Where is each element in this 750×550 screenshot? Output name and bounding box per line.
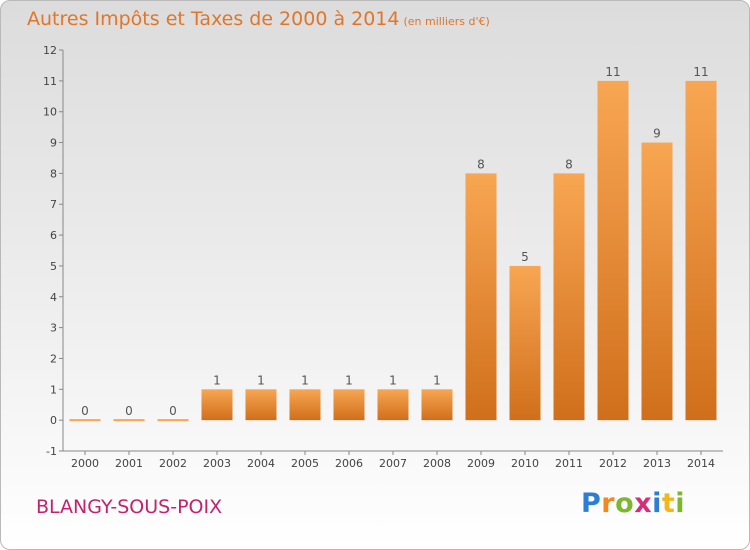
bar xyxy=(597,80,629,421)
bar xyxy=(245,389,277,421)
x-tick-label: 2000 xyxy=(71,457,99,470)
bar xyxy=(553,173,585,421)
bar xyxy=(289,389,321,421)
x-tick-label: 2012 xyxy=(599,457,627,470)
y-tick-label: 12 xyxy=(43,44,57,57)
chart-subtitle: (en milliers d'€) xyxy=(403,15,490,28)
logo-letter: P xyxy=(581,488,602,519)
x-tick-label: 2011 xyxy=(555,457,583,470)
bar-value-label: 5 xyxy=(521,250,529,264)
bar-value-label: 9 xyxy=(653,127,661,141)
x-tick-label: 2008 xyxy=(423,457,451,470)
chart-title: Autres Impôts et Taxes de 2000 à 2014 xyxy=(27,8,400,30)
y-tick-label: 9 xyxy=(50,137,57,150)
logo-letter: i xyxy=(652,488,662,519)
bar-value-label: 1 xyxy=(345,373,353,387)
x-tick-label: 2010 xyxy=(511,457,539,470)
x-tick-label: 2004 xyxy=(247,457,275,470)
y-tick-label: 5 xyxy=(50,260,57,273)
bar-value-label: 11 xyxy=(605,65,620,79)
bar-value-label: 1 xyxy=(213,373,221,387)
x-tick-label: 2013 xyxy=(643,457,671,470)
x-tick-label: 2006 xyxy=(335,457,363,470)
x-tick-label: 2005 xyxy=(291,457,319,470)
chart-title-block: Autres Impôts et Taxes de 2000 à 2014 (en… xyxy=(27,8,490,30)
logo-letter: i xyxy=(675,488,686,519)
x-tick-label: 2014 xyxy=(687,457,715,470)
y-tick-label: 8 xyxy=(50,167,57,180)
bar-value-label: 1 xyxy=(301,373,309,387)
logo-letter: t xyxy=(661,488,676,519)
x-tick-label: 2003 xyxy=(203,457,231,470)
bar-value-label: 11 xyxy=(693,65,708,79)
x-tick-label: 2002 xyxy=(159,457,187,470)
y-tick-label: 2 xyxy=(50,352,57,365)
bar-value-label: 0 xyxy=(81,404,89,418)
x-tick-label: 2001 xyxy=(115,457,143,470)
bar-value-label: 1 xyxy=(389,373,397,387)
bar xyxy=(509,265,541,421)
y-tick-label: 3 xyxy=(50,322,57,335)
bar xyxy=(377,389,409,421)
y-tick-label: 0 xyxy=(50,414,57,427)
bar xyxy=(465,173,497,421)
x-tick-label: 2007 xyxy=(379,457,407,470)
y-tick-label: 11 xyxy=(43,75,57,88)
commune-name: BLANGY-SOUS-POIX xyxy=(36,496,223,518)
bar-value-label: 0 xyxy=(125,404,133,418)
y-tick-label: 1 xyxy=(50,383,57,396)
y-tick-label: 7 xyxy=(50,198,57,211)
y-tick-label: 6 xyxy=(50,229,57,242)
logo-letter: o xyxy=(615,488,635,519)
logo-letter: r xyxy=(601,488,616,519)
bar-value-label: 0 xyxy=(169,404,177,418)
logo-letter: x xyxy=(634,488,653,519)
bar xyxy=(201,389,233,421)
bar-value-label: 8 xyxy=(565,157,573,171)
bar-value-label: 8 xyxy=(477,157,485,171)
x-tick-label: 2009 xyxy=(467,457,495,470)
proxiti-logo: Proxiti xyxy=(581,488,685,519)
y-tick-label: 4 xyxy=(50,291,57,304)
bar xyxy=(333,389,365,421)
bar-value-label: 1 xyxy=(257,373,265,387)
bar xyxy=(641,142,673,421)
y-tick-label: 10 xyxy=(43,106,57,119)
bar xyxy=(685,80,717,421)
bar xyxy=(421,389,453,421)
y-tick-label: -1 xyxy=(46,445,57,458)
bar-value-label: 1 xyxy=(433,373,441,387)
